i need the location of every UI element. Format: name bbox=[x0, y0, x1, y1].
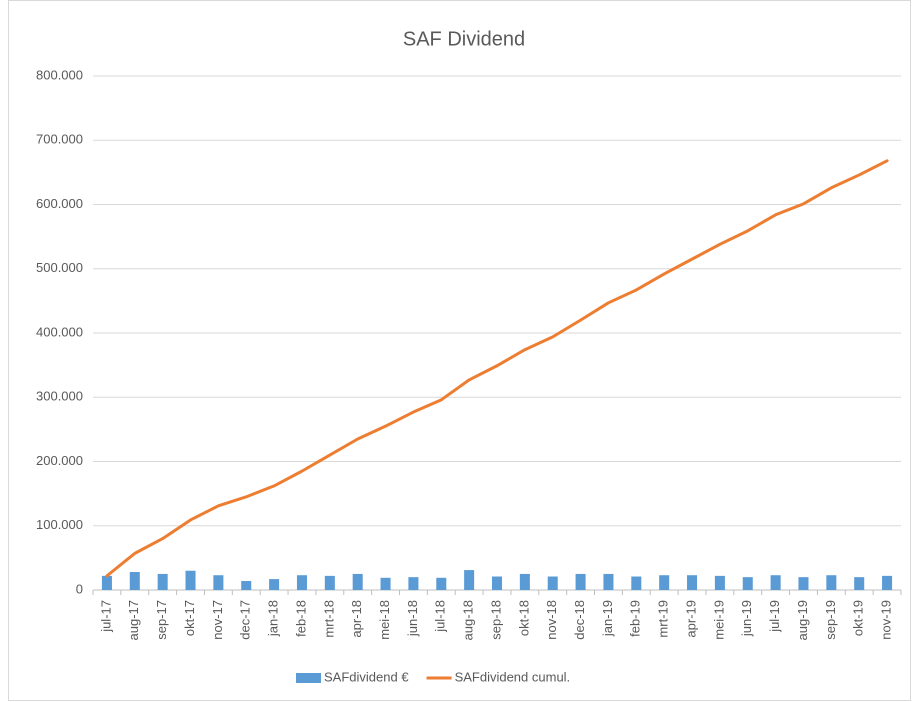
x-tick-label: mrt-18 bbox=[321, 600, 336, 638]
x-tick-label: sep-17 bbox=[154, 600, 169, 640]
x-tick-label: nov-19 bbox=[879, 600, 894, 640]
y-tick-label: 100.000 bbox=[36, 517, 83, 532]
bar bbox=[826, 575, 837, 590]
bar bbox=[324, 575, 335, 590]
bar bbox=[380, 577, 391, 590]
x-tick-label: dec-17 bbox=[238, 600, 253, 640]
bar bbox=[213, 575, 224, 590]
y-tick-label: 0 bbox=[76, 581, 83, 596]
x-tick-label: mrt-19 bbox=[656, 600, 671, 638]
bar bbox=[464, 570, 475, 590]
bar bbox=[714, 575, 725, 590]
bar bbox=[436, 577, 447, 590]
x-tick-label: feb-18 bbox=[293, 600, 308, 637]
bar bbox=[882, 575, 893, 590]
bar bbox=[269, 579, 280, 590]
x-tick-label: jul-19 bbox=[767, 600, 782, 633]
x-tick-label: jul-18 bbox=[433, 600, 448, 633]
x-tick-label: jun-18 bbox=[405, 600, 420, 637]
y-tick-label: 400.000 bbox=[36, 324, 83, 339]
x-tick-label: mei-19 bbox=[711, 600, 726, 640]
y-tick-label: 200.000 bbox=[36, 453, 83, 468]
x-tick-label: jan-18 bbox=[266, 600, 281, 637]
y-tick-label: 300.000 bbox=[36, 389, 83, 404]
bar bbox=[770, 575, 781, 590]
chart-border bbox=[8, 0, 911, 701]
legend-swatch bbox=[296, 673, 321, 683]
bar bbox=[603, 573, 614, 590]
x-tick-label: jul-17 bbox=[98, 600, 113, 633]
bar bbox=[854, 577, 865, 590]
x-tick-label: feb-19 bbox=[628, 600, 643, 637]
bar bbox=[742, 577, 753, 590]
legend-label: SAFdividend cumul. bbox=[455, 669, 571, 684]
x-tick-label: okt-19 bbox=[851, 600, 866, 636]
legend-label: SAFdividend € bbox=[324, 669, 409, 684]
x-tick-label: sep-19 bbox=[823, 600, 838, 640]
bar bbox=[491, 576, 503, 590]
x-tick-label: apr-19 bbox=[683, 600, 698, 638]
x-tick-label: sep-18 bbox=[488, 600, 503, 640]
bar bbox=[129, 572, 140, 590]
x-tick-label: jun-19 bbox=[739, 600, 754, 637]
x-tick-label: okt-17 bbox=[182, 600, 197, 636]
x-tick-label: nov-17 bbox=[210, 600, 225, 640]
x-tick-label: jan-19 bbox=[600, 600, 615, 637]
x-tick-label: aug-19 bbox=[795, 600, 810, 640]
x-tick-label: aug-18 bbox=[461, 600, 476, 640]
bar bbox=[519, 573, 530, 590]
bar bbox=[408, 577, 419, 590]
bar bbox=[185, 570, 196, 590]
y-tick-label: 600.000 bbox=[36, 196, 83, 211]
y-tick-label: 800.000 bbox=[36, 67, 83, 82]
x-tick-label: aug-17 bbox=[126, 600, 141, 640]
chart-title: SAF Dividend bbox=[403, 28, 525, 50]
line bbox=[105, 159, 889, 578]
x-tick-label: apr-18 bbox=[349, 600, 364, 638]
bar bbox=[241, 581, 252, 590]
bar bbox=[352, 573, 363, 590]
bar bbox=[631, 576, 642, 590]
y-tick-label: 500.000 bbox=[36, 260, 83, 275]
bar bbox=[157, 573, 168, 590]
x-tick-label: nov-18 bbox=[544, 600, 559, 640]
bar bbox=[798, 577, 809, 590]
bar bbox=[101, 575, 112, 590]
x-tick-label: mei-18 bbox=[377, 600, 392, 640]
bar bbox=[575, 573, 586, 590]
bar bbox=[296, 575, 307, 590]
x-tick-label: dec-18 bbox=[572, 600, 587, 640]
bar bbox=[659, 575, 670, 590]
bar bbox=[687, 575, 698, 590]
bar bbox=[547, 576, 558, 590]
y-tick-label: 700.000 bbox=[36, 132, 83, 147]
x-tick-label: okt-18 bbox=[516, 600, 531, 636]
